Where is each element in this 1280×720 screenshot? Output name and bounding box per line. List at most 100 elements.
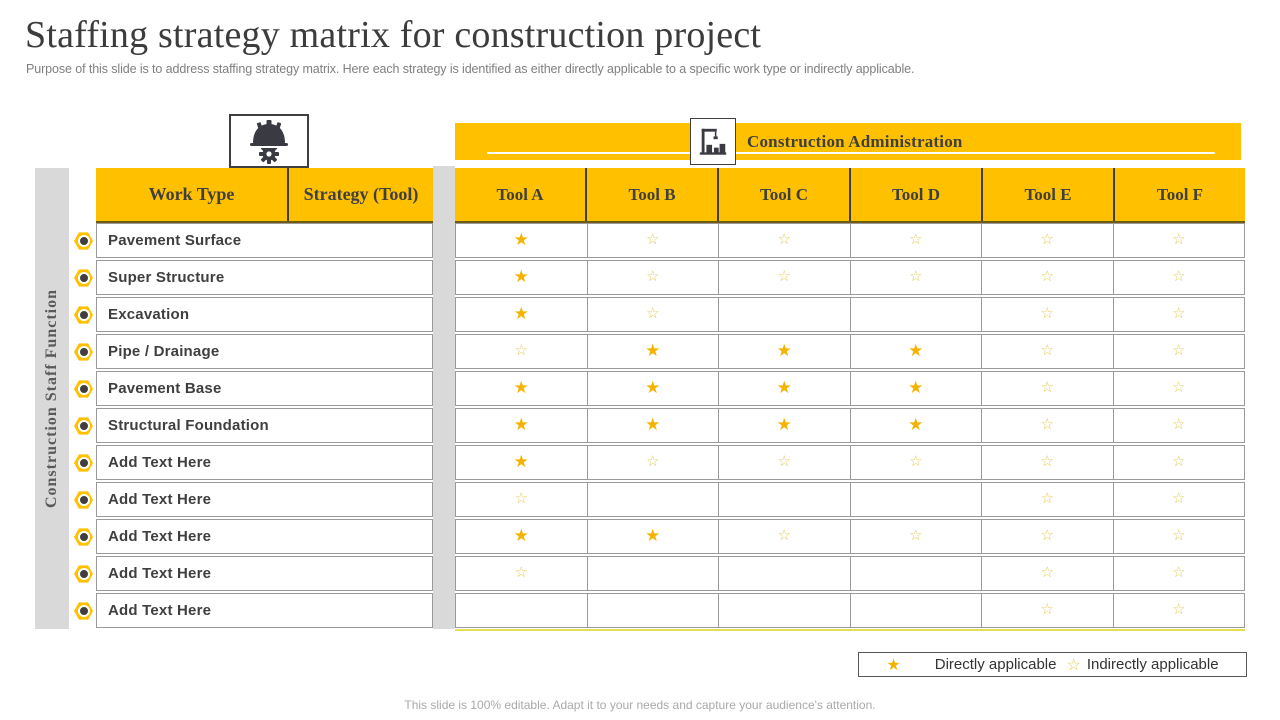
- star-cell-empty: [587, 593, 719, 628]
- row-bullet-icon: [74, 491, 93, 509]
- work-type-row-label: Excavation: [96, 297, 433, 332]
- star-cell-filled: ★: [587, 519, 719, 554]
- star-cell-outline: ☆: [982, 408, 1114, 443]
- work-type-row-label: Add Text Here: [96, 593, 433, 628]
- star-cell-outline: ☆: [850, 519, 982, 554]
- star-cell-outline: ☆: [1113, 260, 1245, 295]
- work-type-row-label: Add Text Here: [96, 519, 433, 554]
- star-row: ★ ☆ ☆ ☆ ☆ ☆: [455, 260, 1245, 295]
- star-row: ☆ ★ ★ ★ ☆ ☆: [455, 334, 1245, 369]
- star-cell-outline: ☆: [455, 482, 588, 517]
- star-cell-outline: ☆: [1113, 371, 1245, 406]
- star-cell-empty: [719, 482, 851, 517]
- row-bullet-core: [77, 494, 90, 506]
- star-cell-empty: [719, 556, 851, 591]
- star-cell-outline: ☆: [719, 260, 851, 295]
- star-row: ☆ ☆ ☆: [455, 482, 1245, 517]
- star-cell-outline: ☆: [1113, 334, 1245, 369]
- star-cell-empty: [850, 297, 982, 332]
- star-cell-outline: ☆: [1113, 519, 1245, 554]
- work-type-row-label: Pavement Surface: [96, 223, 433, 258]
- footer-note: This slide is 100% editable. Adapt it to…: [404, 698, 876, 712]
- star-row: ★ ☆ ☆ ☆: [455, 297, 1245, 332]
- row-bullet-icon: [74, 565, 93, 583]
- legend-outline-label: Indirectly applicable: [1086, 656, 1219, 673]
- star-row: ★ ☆ ☆ ☆ ☆ ☆: [455, 445, 1245, 480]
- row-bullet-core: [77, 346, 90, 358]
- star-cell-outline: ☆: [719, 445, 851, 480]
- star-cell-filled: ★: [455, 223, 588, 258]
- star-cell-empty: [587, 482, 719, 517]
- tool-column-header: Tool A: [496, 184, 544, 204]
- star-cell-outline: ☆: [587, 260, 719, 295]
- work-type-row-label: Add Text Here: [96, 556, 433, 591]
- star-cell-outline: ☆: [1113, 593, 1245, 628]
- star-cell-outline: ☆: [850, 260, 982, 295]
- work-type-row-label: Add Text Here: [96, 445, 433, 480]
- star-row: ☆ ☆: [455, 593, 1245, 628]
- row-bullet-core: [77, 568, 90, 580]
- hard-hat-gear-icon: [248, 120, 290, 164]
- star-row: ★ ★ ★ ★ ☆ ☆: [455, 371, 1245, 406]
- tool-column-header: Tool F: [1113, 168, 1245, 221]
- star-row: ★ ★ ★ ★ ☆ ☆: [455, 408, 1245, 443]
- star-cell-outline: ☆: [1113, 482, 1245, 517]
- star-cell-outline: ☆: [982, 334, 1114, 369]
- star-cell-outline: ☆: [850, 445, 982, 480]
- column-gap-strip: [433, 166, 455, 629]
- work-type-row-label: Super Structure: [96, 260, 433, 295]
- row-bullet-icon: [74, 602, 93, 620]
- row-bullet-icon: [74, 343, 93, 361]
- row-bullet-core: [77, 531, 90, 543]
- star-cell-filled: ★: [455, 408, 588, 443]
- star-cell-outline: ☆: [982, 297, 1114, 332]
- work-type-row-label: Add Text Here: [96, 482, 433, 517]
- row-bullet-icon: [74, 269, 93, 287]
- page-subtitle: Purpose of this slide is to address staf…: [26, 62, 915, 76]
- band-title: Construction Administration: [747, 132, 963, 151]
- tool-column-header: Tool C: [717, 168, 849, 221]
- star-row: ★ ★ ☆ ☆ ☆ ☆: [455, 519, 1245, 554]
- star-cell-outline: ☆: [455, 556, 588, 591]
- legend: ★ Directly applicable ☆ Indirectly appli…: [858, 652, 1247, 677]
- legend-outline-star-icon: ☆: [1066, 656, 1081, 674]
- star-cell-filled: ★: [455, 445, 588, 480]
- row-bullet-icon: [74, 306, 93, 324]
- row-bullet-core: [77, 235, 90, 247]
- row-bullet-icon: [74, 417, 93, 435]
- work-type-row-label: Structural Foundation: [96, 408, 433, 443]
- star-cell-filled: ★: [455, 260, 588, 295]
- row-bullet-core: [77, 272, 90, 284]
- star-cell-outline: ☆: [982, 556, 1114, 591]
- star-cell-outline: ☆: [982, 260, 1114, 295]
- staff-function-sidebar: Construction Staff Function: [35, 168, 69, 629]
- star-cell-outline: ☆: [982, 519, 1114, 554]
- row-bullet-core: [77, 420, 90, 432]
- row-bullet-icon: [74, 232, 93, 250]
- star-cell-filled: ★: [719, 371, 851, 406]
- star-cell-filled: ★: [587, 334, 719, 369]
- star-cell-outline: ☆: [1113, 223, 1245, 258]
- table-header: Work Type Strategy (Tool): [96, 168, 433, 223]
- row-bullet-icon: [74, 380, 93, 398]
- construction-administration-band: Construction Administration: [455, 118, 1241, 165]
- star-cell-filled: ★: [455, 297, 588, 332]
- star-cell-empty: [587, 556, 719, 591]
- star-row: ☆ ☆ ☆: [455, 556, 1245, 591]
- work-type-row-label: Pipe / Drainage: [96, 334, 433, 369]
- star-cell-filled: ★: [587, 371, 719, 406]
- work-type-header: Work Type: [148, 184, 235, 204]
- matrix-bottom-rule: [455, 629, 1245, 631]
- row-bullet-icon: [74, 454, 93, 472]
- star-cell-filled: ★: [719, 334, 851, 369]
- star-cell-outline: ☆: [1113, 408, 1245, 443]
- star-cell-empty: [719, 297, 851, 332]
- star-cell-outline: ☆: [587, 297, 719, 332]
- star-cell-outline: ☆: [719, 519, 851, 554]
- star-cell-outline: ☆: [455, 334, 588, 369]
- star-cell-filled: ★: [719, 408, 851, 443]
- legend-filled-label: Directly applicable: [934, 656, 1057, 673]
- staff-function-label: Construction Staff Function: [43, 288, 60, 508]
- band-underline: [487, 152, 1215, 154]
